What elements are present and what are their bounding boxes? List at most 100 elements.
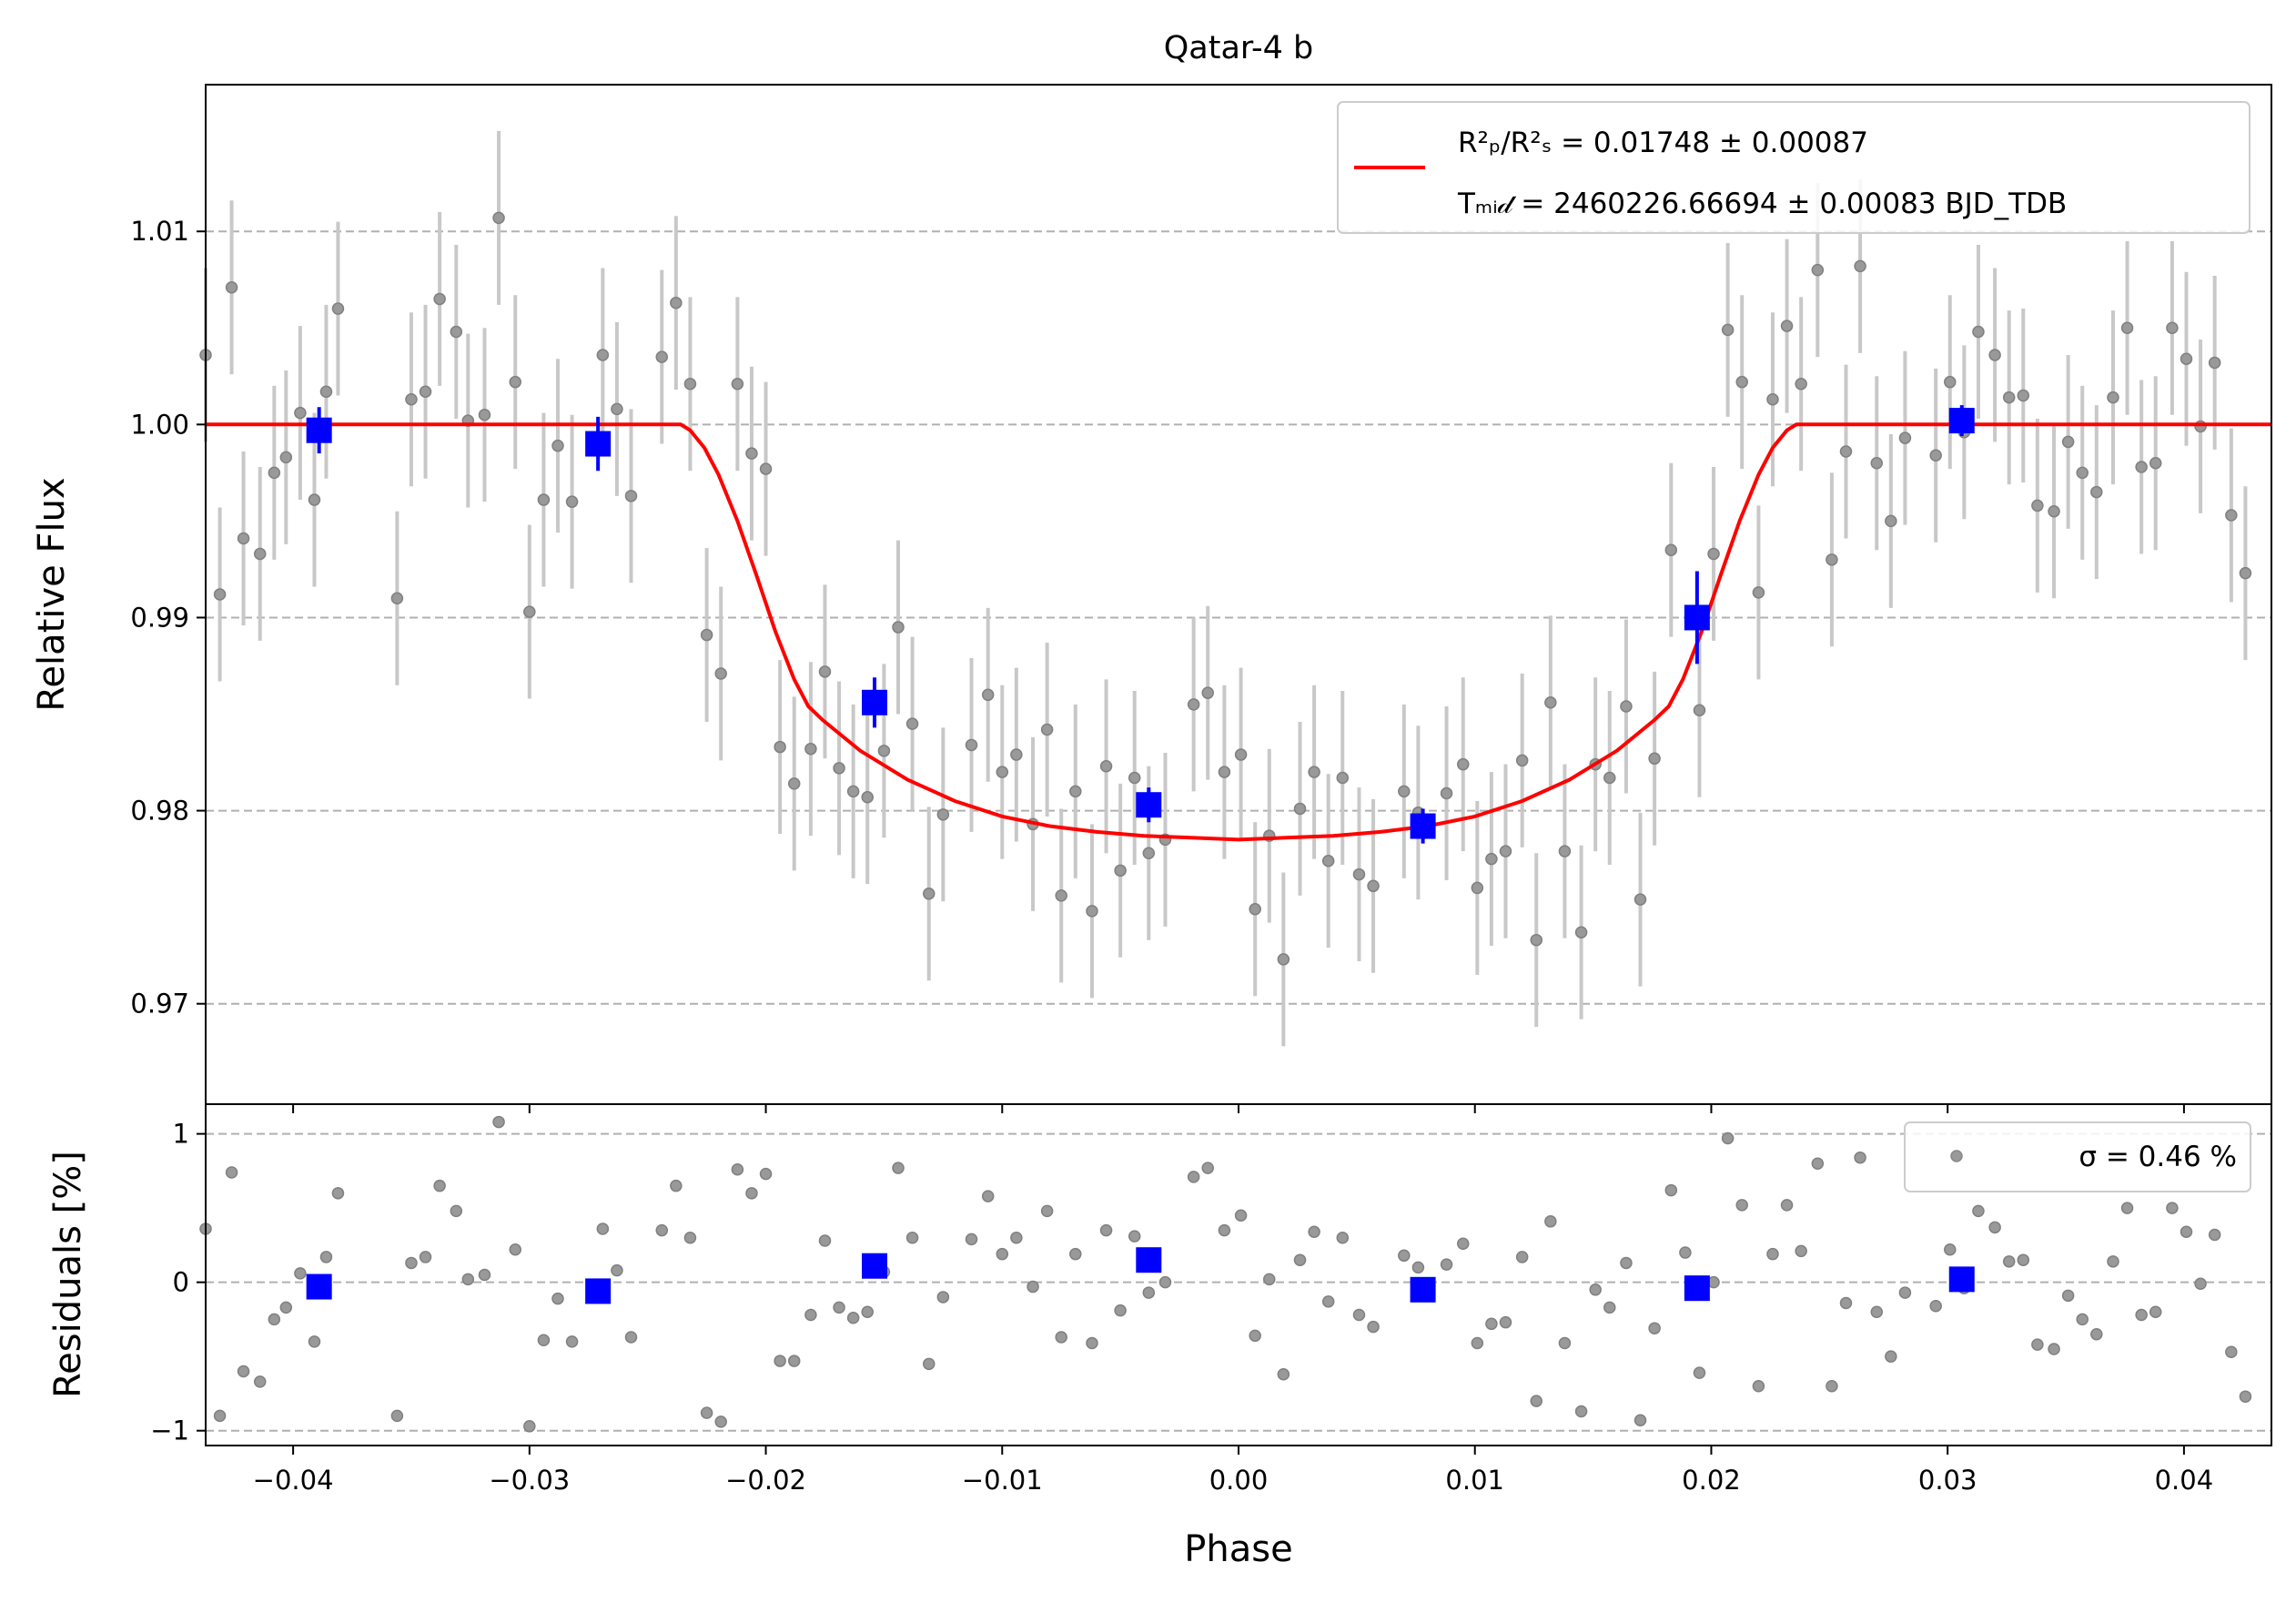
flux-data-point	[965, 738, 978, 752]
residual-data-point	[731, 1162, 744, 1176]
residual-data-point	[1293, 1253, 1307, 1266]
flux-data-point	[433, 292, 446, 306]
residual-data-point	[1099, 1223, 1113, 1237]
flux-data-point	[1707, 547, 1720, 561]
flux-data-point	[1735, 375, 1748, 389]
flux-data-point	[1929, 449, 1942, 462]
residual-data-point	[1263, 1273, 1276, 1286]
flux-y-ticks: 0.97 0.98 0.99 1.00 1.01	[130, 216, 206, 1020]
flux-data-point	[1010, 748, 1023, 761]
flux-data-point	[2166, 321, 2179, 335]
flux-data-point	[596, 349, 610, 361]
legend-fit-depth: R²ₚ/R²ₛ = 0.01748 ± 0.00087	[1458, 127, 1868, 159]
residual-data-point	[1069, 1247, 1082, 1261]
flux-data-point	[1870, 457, 1884, 470]
residual-data-point	[2135, 1308, 2148, 1322]
residual-data-point	[2002, 1255, 2016, 1268]
x-tick-label: 0.03	[1918, 1465, 1977, 1496]
flux-data-point	[523, 605, 536, 618]
residual-data-point	[1530, 1395, 1543, 1407]
residual-data-point	[2239, 1390, 2252, 1403]
flux-data-point	[923, 888, 936, 900]
residual-data-point	[2180, 1225, 2193, 1238]
residual-data-point	[253, 1375, 267, 1388]
residual-data-point	[1679, 1246, 1692, 1259]
flux-data-point	[1988, 349, 2001, 361]
residual-data-point	[1766, 1247, 1779, 1261]
residual-legend: σ = 0.46 %	[1904, 1121, 2251, 1192]
residual-data-point	[774, 1354, 786, 1367]
residual-y-ticks: −1 0 1	[150, 1119, 206, 1446]
flux-data-point	[279, 451, 293, 464]
legend-residual-marker	[1950, 1150, 1963, 1162]
flux-data-point	[1069, 785, 1082, 798]
residual-data-point	[596, 1223, 610, 1235]
flux-data-point	[1114, 864, 1127, 878]
flux-y-tick-label: 1.00	[130, 409, 189, 440]
residual-data-point	[833, 1301, 845, 1314]
flux-data-point	[1795, 378, 1807, 391]
flux-data-point	[700, 628, 713, 642]
residual-data-point	[2031, 1338, 2044, 1351]
residual-data-point	[1010, 1231, 1023, 1244]
flux-data-point	[861, 790, 874, 804]
flux-data-point	[537, 493, 551, 506]
flux-data-point	[759, 462, 773, 475]
flux-data-point	[2076, 466, 2089, 480]
flux-data-point	[1839, 445, 1853, 458]
residual-data-point	[1142, 1286, 1156, 1299]
residual-binned-points	[306, 1247, 1975, 1304]
residual-binned-point	[585, 1278, 612, 1304]
binned-point	[1410, 813, 1436, 839]
residual-data-point	[1898, 1286, 1912, 1299]
residual-data-point	[492, 1115, 505, 1129]
residual-data-point	[892, 1162, 905, 1174]
residual-data-point	[2048, 1343, 2060, 1355]
flux-data-point	[2107, 391, 2119, 404]
flux-data-point	[1752, 586, 1765, 599]
residual-data-point	[279, 1301, 293, 1314]
residual-data-point	[655, 1223, 669, 1237]
flux-data-point	[1544, 696, 1557, 709]
residual-data-point	[1988, 1221, 2001, 1234]
residual-data-point	[714, 1415, 727, 1428]
residual-binned-point	[1410, 1276, 1436, 1303]
flux-y-axis-label: Relative Flux	[31, 477, 73, 711]
residual-data-point	[965, 1233, 978, 1246]
flux-y-tick-label: 0.98	[130, 796, 189, 827]
flux-data-point	[390, 592, 404, 604]
residual-data-point	[1735, 1199, 1748, 1212]
residual-data-point	[1471, 1336, 1484, 1350]
x-tick-label: 0.04	[2155, 1465, 2214, 1496]
residual-data-point	[433, 1179, 446, 1192]
flux-data-point	[1249, 903, 1261, 916]
flux-data-point	[1499, 845, 1512, 857]
residual-data-point	[1648, 1322, 1661, 1334]
flux-data-point	[1766, 393, 1779, 406]
flux-data-point	[1308, 766, 1320, 778]
flux-axes-frame	[205, 84, 2272, 1105]
flux-legend: R²ₚ/R²ₛ = 0.01748 ± 0.00087 Tₘᵢ𝒹 = 24602…	[1337, 101, 2250, 234]
residual-legend-box	[1904, 1121, 2251, 1192]
residual-binned-point	[862, 1253, 888, 1279]
residual-data-point	[2194, 1277, 2207, 1291]
flux-data-point	[1826, 553, 1838, 566]
flux-data-point	[846, 785, 860, 798]
residual-data-point	[2090, 1327, 2103, 1341]
flux-data-point	[1456, 757, 1470, 771]
binned-point	[1136, 792, 1162, 818]
flux-data-point	[319, 385, 333, 399]
residual-data-point	[670, 1179, 683, 1192]
flux-data-point	[1972, 325, 1985, 339]
residual-data-point	[1780, 1199, 1794, 1212]
residual-data-point	[1398, 1249, 1411, 1263]
flux-data-point	[2061, 435, 2075, 449]
residual-data-point	[1027, 1280, 1039, 1294]
residual-data-point	[294, 1267, 307, 1280]
flux-data-point	[818, 665, 832, 678]
flux-data-point	[2031, 499, 2044, 512]
residual-data-point	[1558, 1336, 1572, 1350]
flux-data-point	[2239, 566, 2252, 580]
residual-binned-point	[1136, 1247, 1162, 1273]
flux-data-point	[2048, 505, 2060, 518]
